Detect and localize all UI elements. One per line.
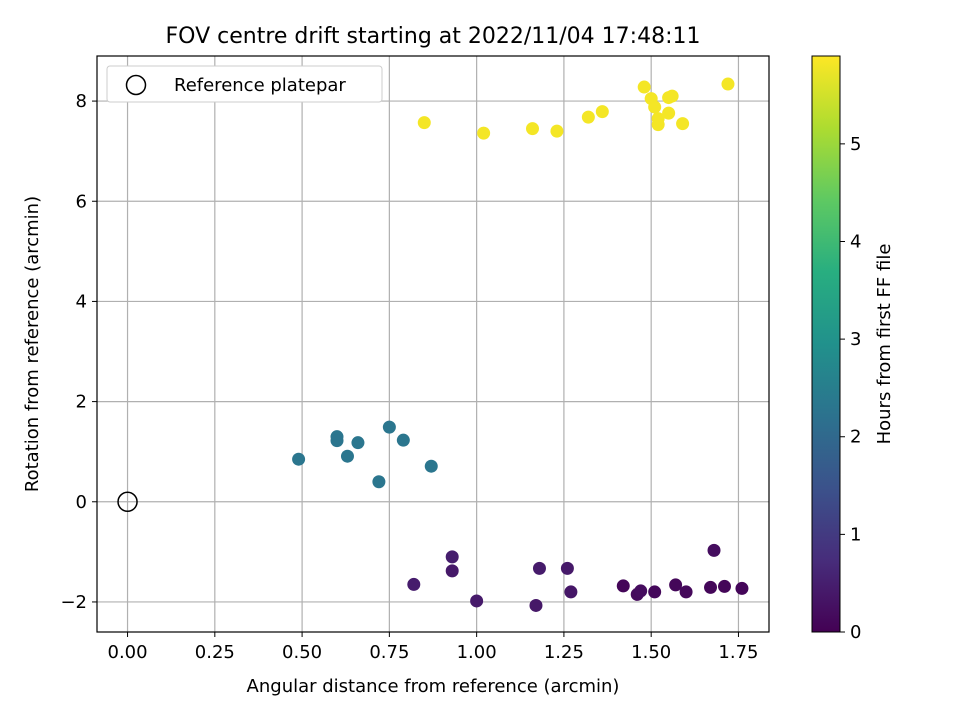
data-point — [679, 585, 693, 599]
data-point — [662, 106, 676, 120]
colorbar-tick-label: 4 — [850, 231, 861, 252]
data-point — [676, 117, 690, 131]
colorbar: 0 1 2 3 4 5 Hours from first FF file — [811, 55, 895, 643]
y-tick-label: −2 — [60, 592, 87, 613]
data-point — [417, 116, 431, 130]
colorbar-label: Hours from first FF file — [874, 244, 895, 445]
data-point — [477, 126, 491, 140]
y-tick-label: 0 — [76, 492, 87, 513]
y-axis-label: Rotation from reference (arcmin) — [22, 196, 43, 492]
legend-box — [106, 65, 383, 103]
data-point — [595, 105, 609, 119]
x-tick-label: 0.75 — [369, 642, 409, 663]
data-point — [648, 585, 662, 599]
data-point — [382, 420, 396, 434]
x-tick-label: 1.75 — [718, 642, 758, 663]
data-point — [648, 100, 662, 114]
data-point — [717, 579, 731, 593]
data-point — [560, 561, 574, 575]
y-tick-label: 4 — [76, 291, 87, 312]
data-point — [669, 578, 683, 592]
data-point — [396, 433, 410, 447]
data-point — [634, 584, 648, 598]
x-tick-label: 1.00 — [457, 642, 497, 663]
data-point — [704, 580, 718, 594]
y-tick-label: 2 — [76, 392, 87, 413]
data-point — [330, 434, 344, 448]
y-axis-ticks: −2 0 2 4 6 8 — [60, 91, 97, 613]
colorbar-tick-label: 1 — [850, 524, 861, 545]
x-axis-label: Angular distance from reference (arcmin) — [247, 676, 620, 697]
legend: Reference platepar — [106, 65, 383, 103]
data-point — [721, 77, 735, 91]
data-point — [525, 122, 539, 136]
reference-platepar-marker — [117, 491, 138, 513]
legend-marker-reference — [125, 74, 147, 96]
data-point — [550, 124, 564, 138]
x-axis-ticks: 0.00 0.25 0.50 0.75 1.00 1.25 1.50 1.75 — [108, 632, 758, 663]
x-tick-label: 0.25 — [195, 642, 235, 663]
data-point — [529, 598, 543, 612]
data-point — [407, 577, 421, 591]
plot-area-frame — [96, 55, 770, 633]
x-tick-label: 0.00 — [108, 642, 148, 663]
y-tick-label: 6 — [76, 191, 87, 212]
data-point — [651, 112, 665, 126]
data-point — [351, 436, 365, 450]
x-tick-label: 0.50 — [282, 642, 322, 663]
data-point — [564, 585, 578, 599]
colorbar-ticks: 0 1 2 3 4 5 — [840, 134, 861, 643]
data-point — [665, 89, 679, 103]
chart-title: FOV centre drift starting at 2022/11/04 … — [166, 24, 701, 49]
data-point — [707, 543, 721, 557]
data-point — [424, 459, 438, 473]
grid — [97, 56, 769, 632]
y-tick-label: 8 — [76, 91, 87, 112]
data-point — [340, 449, 354, 463]
colorbar-tick-label: 0 — [850, 622, 861, 643]
x-tick-label: 1.25 — [544, 642, 584, 663]
data-point — [372, 475, 386, 489]
data-point — [616, 579, 630, 593]
data-point — [532, 561, 546, 575]
reference-marker-layer — [117, 491, 138, 513]
data-point — [292, 452, 306, 466]
data-point — [735, 581, 749, 595]
legend-label-reference: Reference platepar — [174, 75, 346, 96]
data-point — [445, 564, 459, 578]
colorbar-tick-label: 2 — [850, 427, 861, 448]
data-point — [445, 550, 459, 564]
data-point — [470, 594, 484, 608]
scatter-points — [292, 77, 749, 612]
data-point — [637, 80, 651, 94]
colorbar-tick-label: 3 — [850, 329, 861, 350]
x-tick-label: 1.50 — [631, 642, 671, 663]
colorbar-gradient — [811, 55, 841, 633]
colorbar-tick-label: 5 — [850, 134, 861, 155]
data-point — [581, 110, 595, 124]
